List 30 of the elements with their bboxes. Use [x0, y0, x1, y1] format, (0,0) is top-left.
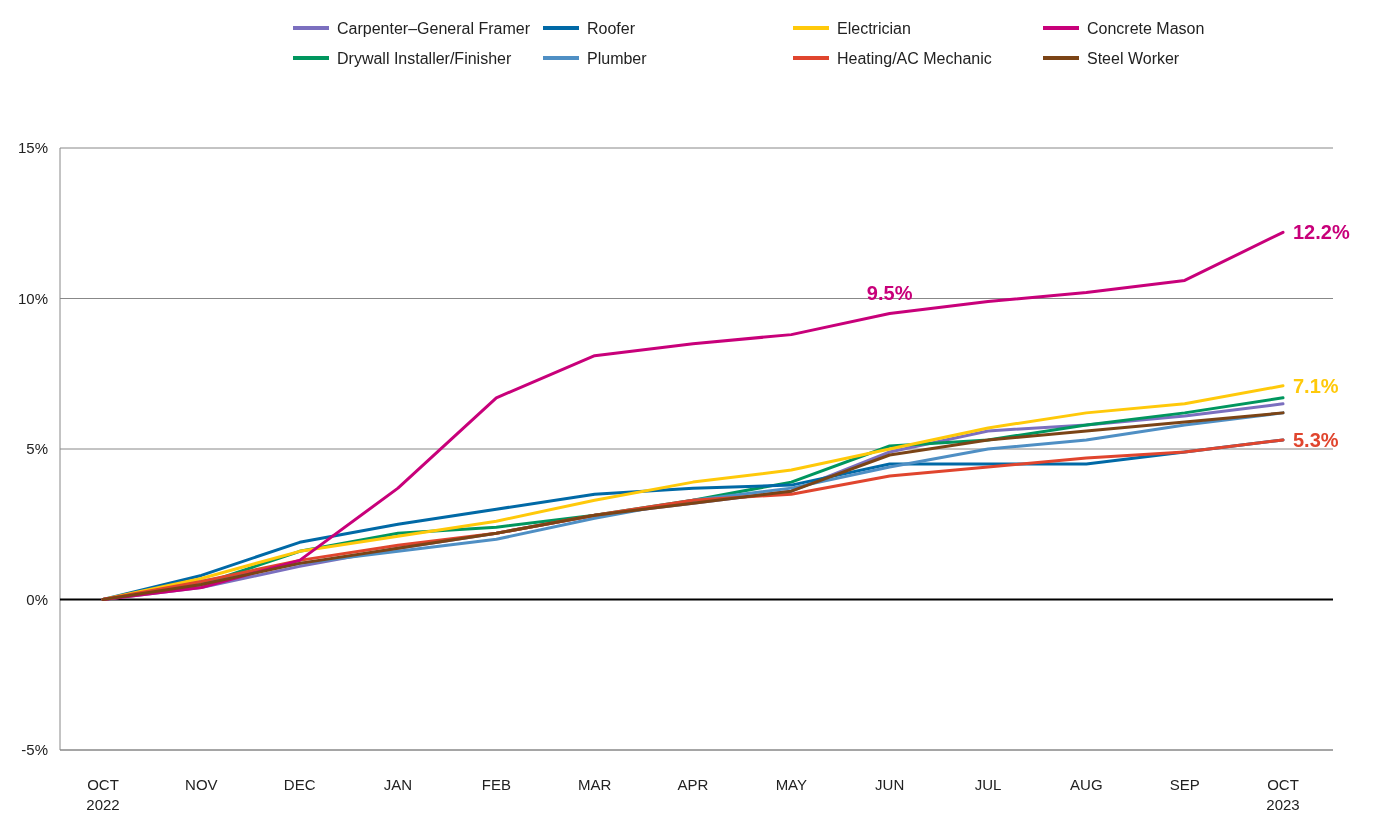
- y-tick-label: 10%: [17, 289, 48, 307]
- x-tick-label: MAR: [577, 776, 612, 793]
- x-tick-label: FEB: [481, 776, 511, 793]
- x-tick-label: JUN: [875, 776, 905, 793]
- legend-label: Heating/AC Mechanic: [837, 50, 992, 67]
- legend-label: Plumber: [587, 50, 648, 67]
- annotation: 12.2%: [1293, 221, 1350, 244]
- x-tick-label: OCT 2022: [86, 776, 120, 813]
- x-tick-label: JAN: [383, 776, 413, 793]
- x-tick-label: NOV: [185, 776, 218, 793]
- legend-label: Concrete Mason: [1087, 20, 1205, 37]
- y-tick-label: 15%: [17, 139, 48, 157]
- x-tick-label: AUG: [1070, 776, 1103, 793]
- legend-label: Electrician: [837, 20, 911, 37]
- x-tick-label: APR: [677, 776, 709, 793]
- annotation: 7.1%: [1293, 374, 1339, 397]
- x-tick-label: MAY: [775, 776, 808, 793]
- legend-label: Carpenter–General Framer: [337, 20, 531, 37]
- y-tick-label: -5%: [21, 741, 48, 759]
- annotation: 5.3%: [1293, 428, 1339, 451]
- x-tick-label: OCT 2023: [1266, 776, 1300, 813]
- x-tick-label: DEC: [283, 776, 316, 793]
- y-tick-label: 0%: [26, 590, 48, 608]
- x-tick-label: SEP: [1169, 776, 1200, 793]
- legend-label: Steel Worker: [1087, 50, 1180, 67]
- legend-label: Roofer: [587, 20, 636, 37]
- x-tick-label: JUL: [974, 776, 1002, 793]
- y-tick-label: 5%: [26, 440, 48, 458]
- legend-label: Drywall Installer/Finisher: [337, 50, 512, 67]
- annotation: 9.5%: [866, 281, 913, 304]
